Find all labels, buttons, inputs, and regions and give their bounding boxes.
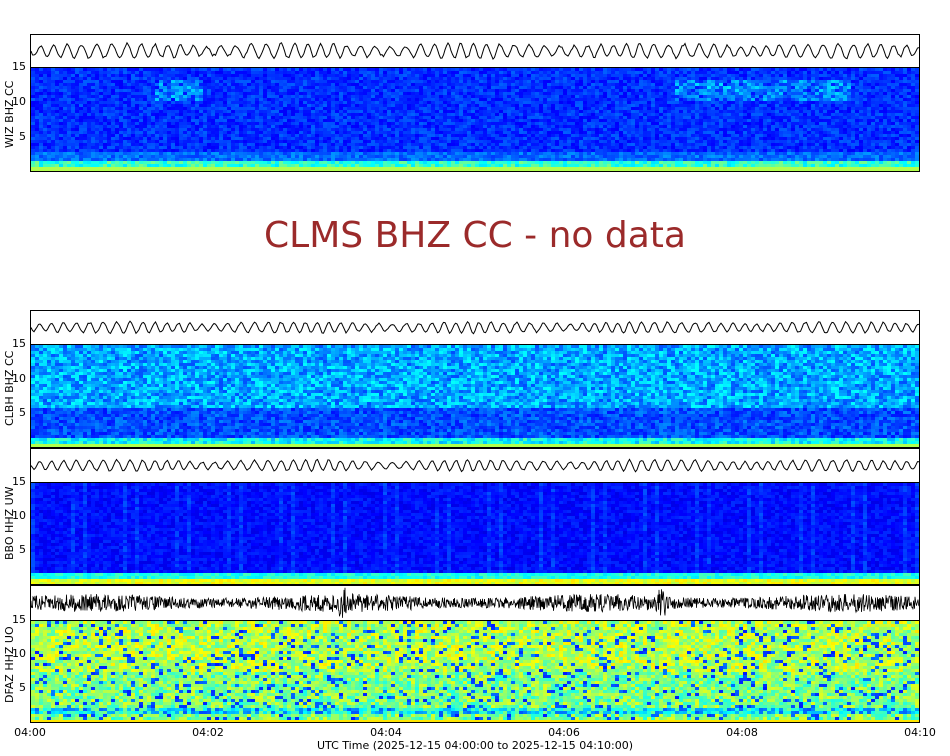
bbo-spectrogram (30, 482, 920, 585)
xtick-0408: 04:08 (726, 726, 758, 739)
xtick-0402: 04:02 (192, 726, 224, 739)
x-axis-label: UTC Time (2025-12-15 04:00:00 to 2025-12… (0, 739, 950, 752)
dfaz-spectrogram (30, 620, 920, 723)
clbh-waveform (30, 310, 920, 345)
xtick-0404: 04:04 (370, 726, 402, 739)
clbh-ytick-10: 10 (4, 372, 26, 385)
bbo-ytick-5: 5 (4, 543, 26, 556)
wiz-ytick-15: 15 (4, 60, 26, 73)
xtick-0410: 04:10 (904, 726, 936, 739)
dfaz-ytick-15: 15 (4, 613, 26, 626)
wiz-ytick-10: 10 (4, 95, 26, 108)
wiz-ytick-5: 5 (4, 130, 26, 143)
bbo-ytick-15: 15 (4, 475, 26, 488)
bbo-ytick-10: 10 (4, 509, 26, 522)
dfaz-ytick-10: 10 (4, 647, 26, 660)
clbh-ytick-15: 15 (4, 337, 26, 350)
xtick-0406: 04:06 (548, 726, 580, 739)
clbh-spectrogram (30, 344, 920, 448)
dfaz-ytick-5: 5 (4, 681, 26, 694)
bbo-waveform (30, 448, 920, 483)
xtick-0400: 04:00 (14, 726, 46, 739)
wiz-waveform (30, 34, 920, 68)
wiz-spectrogram (30, 67, 920, 172)
clms-no-data-message: CLMS BHZ CC - no data (0, 215, 950, 256)
clbh-ytick-5: 5 (4, 406, 26, 419)
dfaz-waveform (30, 585, 920, 621)
